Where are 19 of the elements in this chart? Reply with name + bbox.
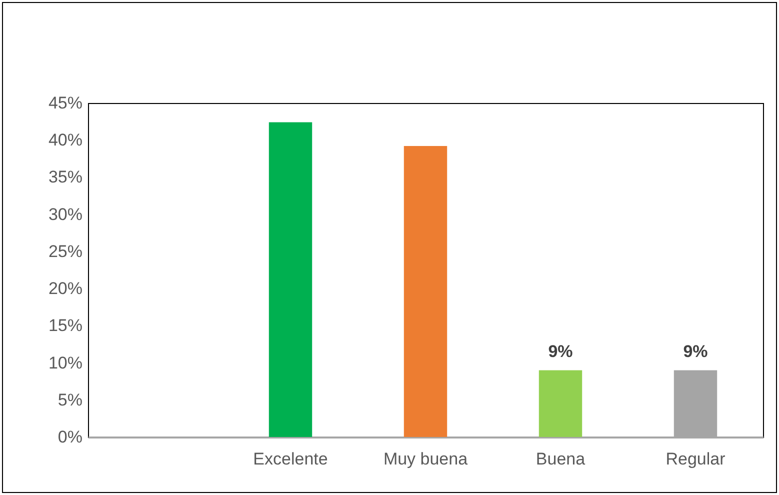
y-tick-label: 40% <box>48 130 82 150</box>
y-tick-label: 45% <box>48 94 82 112</box>
y-tick-label: 25% <box>48 242 82 261</box>
x-tick-label: Buena <box>536 450 586 468</box>
data-label: 9% <box>683 342 708 362</box>
y-tick-label: 5% <box>58 390 82 410</box>
y-tick-label: 15% <box>48 316 82 336</box>
y-tick-label: 35% <box>48 168 82 187</box>
bar <box>268 122 312 437</box>
bar <box>538 370 582 437</box>
x-tick-label: Regular <box>666 450 726 468</box>
y-tick-label: 10% <box>48 353 82 372</box>
x-tick-label: Muy buena <box>383 450 468 468</box>
y-tick-label: 30% <box>48 204 82 224</box>
y-tick-label: 0% <box>58 428 82 446</box>
x-tick-label: Excelente <box>253 450 328 468</box>
bar <box>404 146 448 437</box>
y-tick-label: 20% <box>48 279 82 298</box>
data-label: 9% <box>548 342 573 362</box>
